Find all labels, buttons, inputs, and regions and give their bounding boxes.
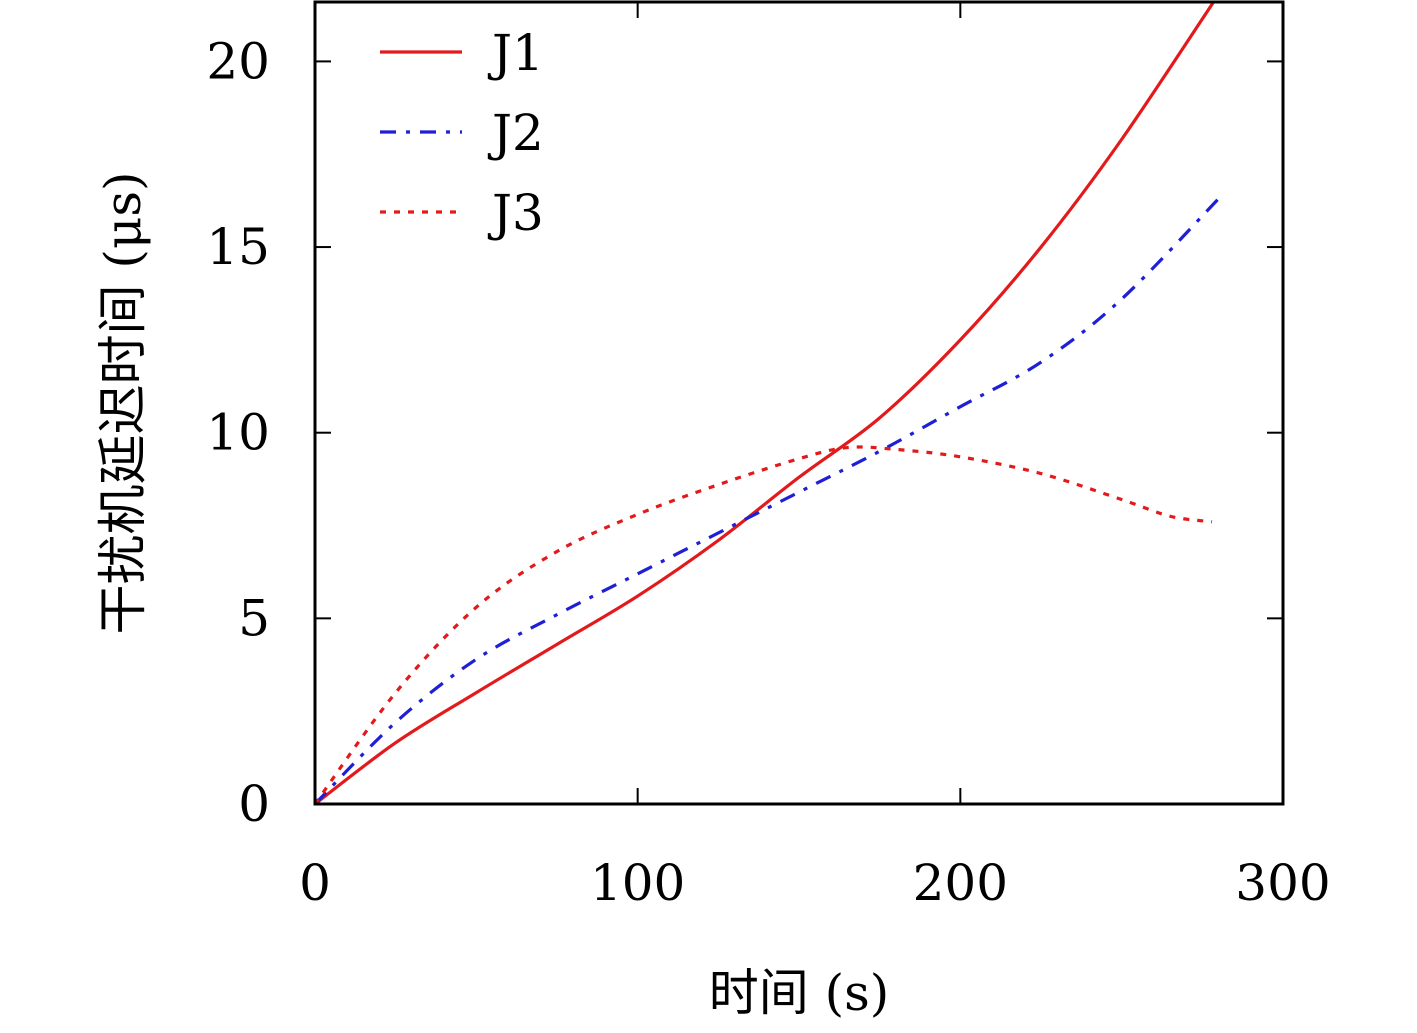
y-tick-label: 5 bbox=[238, 589, 270, 647]
x-tick-label: 200 bbox=[913, 854, 1008, 912]
x-tick-label: 300 bbox=[1235, 854, 1330, 912]
x-axis-title: 时间 (s) bbox=[709, 964, 890, 1022]
series-lines bbox=[315, 2, 1220, 804]
x-tick-label: 0 bbox=[299, 854, 331, 912]
x-tick-label: 100 bbox=[590, 854, 685, 912]
tick-labels: 0 100 200 300 0 5 10 15 20 bbox=[206, 32, 1330, 912]
legend-label-j1: J1 bbox=[487, 24, 544, 82]
plot-frame bbox=[313, 0, 1285, 806]
y-tick-label: 15 bbox=[206, 218, 270, 276]
legend: J1 J2 J3 bbox=[380, 24, 544, 242]
series-line-j2 bbox=[315, 197, 1220, 804]
y-tick-label: 10 bbox=[206, 404, 270, 462]
legend-label-j3: J3 bbox=[487, 184, 544, 242]
series-line-j1 bbox=[315, 2, 1216, 804]
legend-label-j2: J2 bbox=[487, 104, 544, 162]
y-tick-label: 0 bbox=[238, 775, 270, 833]
axis-ticks bbox=[314, 2, 1284, 805]
y-axis-title: 干扰机延迟时间 (μs) bbox=[94, 171, 152, 634]
series-line-j3 bbox=[315, 445, 1213, 804]
y-tick-label: 20 bbox=[206, 32, 270, 90]
